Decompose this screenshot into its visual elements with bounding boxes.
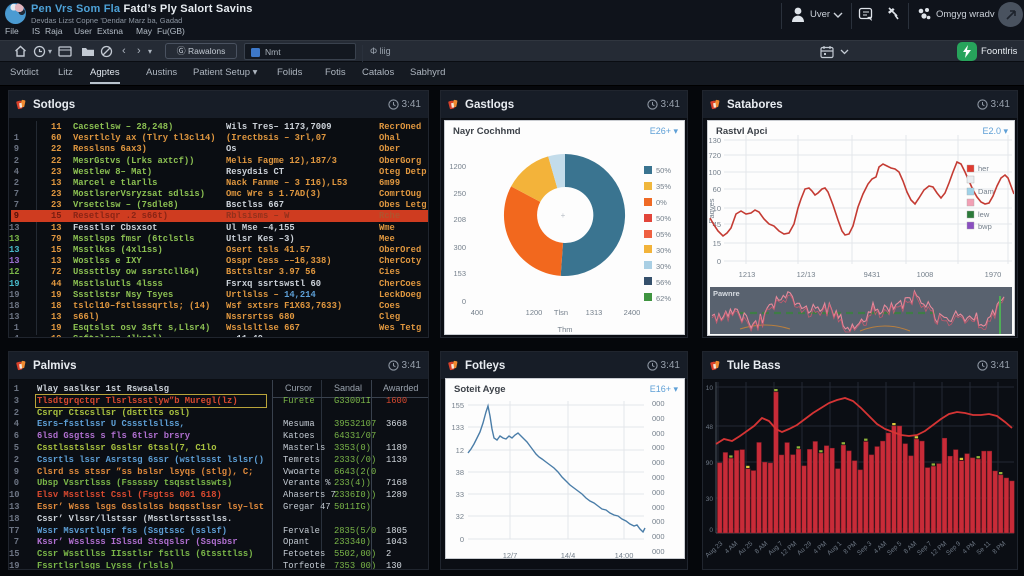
svg-text:60: 60 xyxy=(713,185,721,194)
svg-text:33: 33 xyxy=(456,490,464,499)
svg-text:9431: 9431 xyxy=(864,270,881,279)
svg-text:32: 32 xyxy=(456,512,464,521)
svg-text:000: 000 xyxy=(652,399,665,408)
svg-text:14:00: 14:00 xyxy=(615,551,634,558)
svg-text:4 AM: 4 AM xyxy=(873,540,889,555)
svg-text:Aug 23: Aug 23 xyxy=(704,540,724,559)
svg-text:0: 0 xyxy=(717,257,721,266)
svg-text:4 PM: 4 PM xyxy=(961,540,977,555)
svg-text:30%: 30% xyxy=(656,246,671,255)
svg-text:8 PM: 8 PM xyxy=(842,540,858,555)
svg-text:4 PM: 4 PM xyxy=(812,540,828,555)
svg-text:38: 38 xyxy=(456,468,464,477)
svg-text:Thm: Thm xyxy=(558,325,573,334)
svg-text:1200: 1200 xyxy=(449,162,466,171)
svg-text:bwp: bwp xyxy=(978,222,992,231)
svg-text:1200: 1200 xyxy=(526,308,543,317)
svg-text:000: 000 xyxy=(652,458,665,467)
svg-text:000: 000 xyxy=(652,443,665,452)
svg-text:48: 48 xyxy=(706,424,714,431)
svg-text:50%: 50% xyxy=(656,214,671,223)
svg-text:1970: 1970 xyxy=(985,270,1002,279)
svg-text:153: 153 xyxy=(453,269,466,278)
svg-text:90: 90 xyxy=(706,460,714,467)
svg-text:208: 208 xyxy=(453,215,466,224)
svg-text:30%: 30% xyxy=(656,262,671,271)
svg-text:000: 000 xyxy=(652,473,665,482)
svg-text:4 AM: 4 AM xyxy=(724,540,740,555)
svg-text:Paqves: Paqves xyxy=(708,198,716,223)
svg-text:14/4: 14/4 xyxy=(561,551,576,558)
svg-text:720: 720 xyxy=(708,151,721,160)
svg-text:15: 15 xyxy=(713,239,721,248)
svg-text:Aug 1: Aug 1 xyxy=(826,540,844,557)
svg-text:1313: 1313 xyxy=(586,308,603,317)
svg-text:30: 30 xyxy=(706,496,714,503)
svg-text:12 PM: 12 PM xyxy=(780,540,799,558)
svg-text:12: 12 xyxy=(456,446,464,455)
svg-text:8 PM: 8 PM xyxy=(991,540,1007,555)
svg-text:000: 000 xyxy=(652,547,665,556)
svg-text:10: 10 xyxy=(713,204,721,213)
svg-text:45: 45 xyxy=(713,220,721,229)
svg-text:2400: 2400 xyxy=(624,308,641,317)
svg-text:8 AM: 8 AM xyxy=(754,540,770,555)
svg-text:05%: 05% xyxy=(656,230,671,239)
svg-text:0: 0 xyxy=(460,535,464,544)
svg-text:0%: 0% xyxy=(656,198,667,207)
svg-text:000: 000 xyxy=(652,488,665,497)
svg-text:56%: 56% xyxy=(656,278,671,287)
svg-text:0: 0 xyxy=(709,527,713,534)
svg-text:1213: 1213 xyxy=(739,270,756,279)
svg-text:her: her xyxy=(978,164,989,173)
svg-text:50%: 50% xyxy=(656,166,671,175)
svg-text:Tlsn: Tlsn xyxy=(554,308,568,317)
svg-text:Au 25: Au 25 xyxy=(737,540,755,557)
svg-text:Sep 5: Sep 5 xyxy=(886,540,904,557)
svg-text:+: + xyxy=(561,211,566,220)
svg-text:130: 130 xyxy=(708,136,721,145)
svg-text:10: 10 xyxy=(706,385,714,392)
svg-text:1008: 1008 xyxy=(917,270,934,279)
svg-text:35%: 35% xyxy=(656,182,671,191)
svg-text:000: 000 xyxy=(652,429,665,438)
svg-text:12/7: 12/7 xyxy=(503,551,518,558)
svg-text:Sep 9: Sep 9 xyxy=(945,540,963,557)
svg-text:lew: lew xyxy=(978,210,990,219)
svg-text:12/13: 12/13 xyxy=(797,270,816,279)
svg-text:8 AM: 8 AM xyxy=(903,540,919,555)
svg-text:155: 155 xyxy=(451,401,464,410)
svg-text:Sep 3: Sep 3 xyxy=(856,540,874,557)
svg-text:62%: 62% xyxy=(656,294,671,303)
svg-text:000: 000 xyxy=(652,532,665,541)
svg-text:Dam: Dam xyxy=(978,187,994,196)
svg-text:000: 000 xyxy=(652,517,665,526)
svg-text:400: 400 xyxy=(471,308,484,317)
svg-text:12 PM: 12 PM xyxy=(930,540,949,558)
svg-text:000: 000 xyxy=(652,503,665,512)
svg-text:133: 133 xyxy=(451,423,464,432)
svg-text:Au 29: Au 29 xyxy=(796,540,814,557)
svg-text:100: 100 xyxy=(708,168,721,177)
svg-text:Se 11: Se 11 xyxy=(975,540,992,557)
svg-text:250: 250 xyxy=(453,189,466,198)
svg-text:000: 000 xyxy=(652,414,665,423)
svg-text:0: 0 xyxy=(462,297,466,306)
svg-text:300: 300 xyxy=(453,243,466,252)
